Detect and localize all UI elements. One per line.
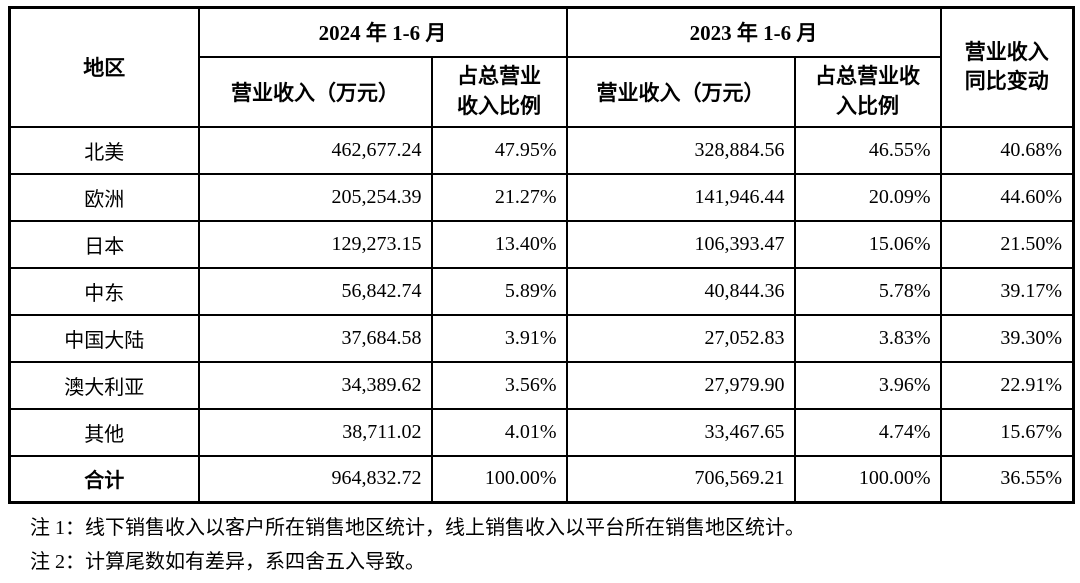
ratio-2024-cell: 3.91% [430,313,568,363]
total-revenue-2023-cell: 706,569.21 [565,454,796,504]
ratio-2024-cell: 5.89% [430,266,568,316]
yoy-cell: 15.67% [939,407,1075,457]
total-ratio-2024-cell: 100.00% [430,454,568,504]
revenue-2024-cell: 38,711.02 [197,407,433,457]
column-header-revenue-2024: 营业收入（万元） [197,55,433,128]
revenue-2024-cell: 462,677.24 [197,125,433,175]
revenue-2023-cell: 40,844.36 [565,266,796,316]
column-header-ratio-2023: 占总营业收 入比例 [793,55,942,128]
region-cell: 其他 [8,407,200,457]
ratio-2024-cell: 13.40% [430,219,568,269]
column-header-ratio-2024: 占总营业 收入比例 [430,55,568,128]
ratio-2024-cell: 3.56% [430,360,568,410]
table-row-australia: 澳大利亚 34,389.62 3.56% 27,979.90 3.96% 22.… [8,360,1075,410]
revenue-2024-cell: 37,684.58 [197,313,433,363]
table-row-total: 合计 964,832.72 100.00% 706,569.21 100.00%… [8,454,1075,504]
ratio-2023-cell: 15.06% [793,219,942,269]
total-revenue-2024-cell: 964,832.72 [197,454,433,504]
column-header-yoy-change: 营业收入 同比变动 [939,6,1075,128]
ratio-2023-cell: 46.55% [793,125,942,175]
table-row-middle-east: 中东 56,842.74 5.89% 40,844.36 5.78% 39.17… [8,266,1075,316]
table-row-europe: 欧洲 205,254.39 21.27% 141,946.44 20.09% 4… [8,172,1075,222]
region-cell: 欧洲 [8,172,200,222]
region-cell: 日本 [8,219,200,269]
ratio-2024-cell: 47.95% [430,125,568,175]
table-row-other: 其他 38,711.02 4.01% 33,467.65 4.74% 15.67… [8,407,1075,457]
yoy-cell: 39.30% [939,313,1075,363]
footnotes: 注 1：线下销售收入以客户所在销售地区统计，线上销售收入以平台所在销售地区统计。… [30,511,805,579]
ratio-2023-cell: 4.74% [793,407,942,457]
ratio-2023-cell: 3.83% [793,313,942,363]
revenue-2023-cell: 27,052.83 [565,313,796,363]
region-cell: 澳大利亚 [8,360,200,410]
region-cell: 中国大陆 [8,313,200,363]
yoy-cell: 39.17% [939,266,1075,316]
region-cell: 中东 [8,266,200,316]
yoy-cell: 44.60% [939,172,1075,222]
region-cell: 北美 [8,125,200,175]
revenue-2024-cell: 205,254.39 [197,172,433,222]
regional-revenue-table: 地区 2024 年 1-6 月 2023 年 1-6 月 营业收入 同比变动 营… [8,6,1075,504]
ratio-2024-cell: 4.01% [430,407,568,457]
revenue-2024-cell: 56,842.74 [197,266,433,316]
revenue-2023-cell: 141,946.44 [565,172,796,222]
total-yoy-cell: 36.55% [939,454,1075,504]
yoy-cell: 22.91% [939,360,1075,410]
table-row-north-america: 北美 462,677.24 47.95% 328,884.56 46.55% 4… [8,125,1075,175]
total-label: 合计 [8,454,200,504]
revenue-2024-cell: 129,273.15 [197,219,433,269]
yoy-cell: 40.68% [939,125,1075,175]
ratio-2023-cell: 3.96% [793,360,942,410]
total-ratio-2023-cell: 100.00% [793,454,942,504]
revenue-2023-cell: 328,884.56 [565,125,796,175]
column-header-revenue-2023: 营业收入（万元） [565,55,796,128]
table-row-mainland-china: 中国大陆 37,684.58 3.91% 27,052.83 3.83% 39.… [8,313,1075,363]
revenue-2024-cell: 34,389.62 [197,360,433,410]
revenue-2023-cell: 33,467.65 [565,407,796,457]
ratio-2023-cell: 20.09% [793,172,942,222]
revenue-2023-cell: 106,393.47 [565,219,796,269]
revenue-2023-cell: 27,979.90 [565,360,796,410]
column-header-region: 地区 [8,6,200,128]
ratio-2023-cell: 5.78% [793,266,942,316]
column-group-2023: 2023 年 1-6 月 [565,6,942,58]
column-group-2024: 2024 年 1-6 月 [197,6,568,58]
table-row-japan: 日本 129,273.15 13.40% 106,393.47 15.06% 2… [8,219,1075,269]
footnote-2: 注 2：计算尾数如有差异，系四舍五入导致。 [30,551,425,573]
ratio-2024-cell: 21.27% [430,172,568,222]
yoy-cell: 21.50% [939,219,1075,269]
footnote-1: 注 1：线下销售收入以客户所在销售地区统计，线上销售收入以平台所在销售地区统计。 [30,517,805,539]
